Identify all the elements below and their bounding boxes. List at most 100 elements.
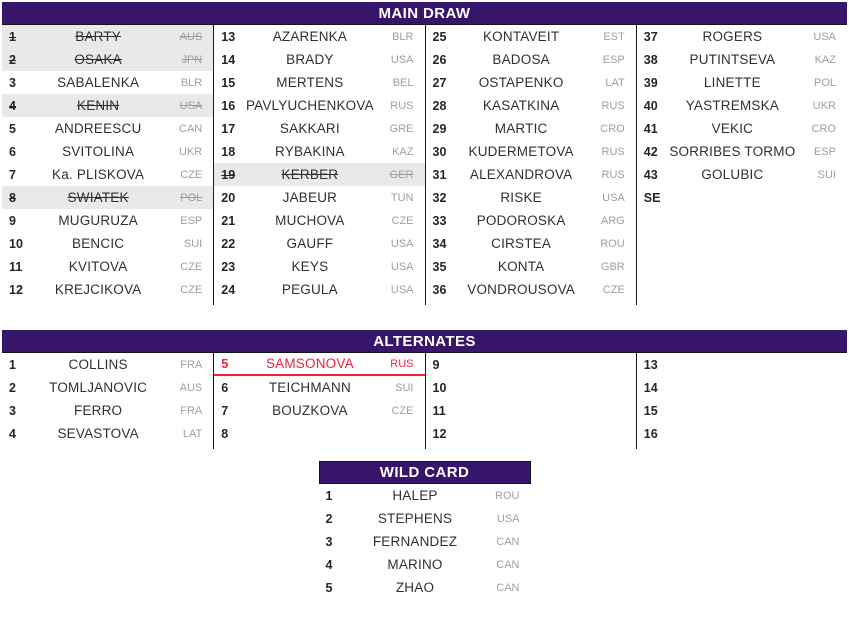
country-code: FRA	[180, 404, 203, 417]
entry-number: 24	[221, 282, 236, 297]
player-name: SWIATEK	[67, 190, 129, 205]
country-code: JPN	[181, 53, 203, 66]
country-code: AUS	[179, 30, 203, 43]
entry-row: 34 CIRSTEA ROU	[426, 232, 636, 255]
entry-number: 28	[432, 98, 447, 113]
entry-number: 12	[9, 282, 23, 297]
country-code: CZE	[180, 168, 203, 181]
alternates-column-1: 1 COLLINS FRA 2 TOMLJANOVIC AUS 3 FERRO FRA 4 SEVA…	[2, 353, 213, 449]
country-code: USA	[179, 99, 203, 112]
player-name: MUGURUZA	[58, 213, 138, 228]
player-name: JABEUR	[282, 190, 338, 205]
entry-row: 17 SAKKARI GRE	[214, 117, 424, 140]
entry-row: 30 KUDERMETOVA RUS	[426, 140, 636, 163]
entry-number: 22	[221, 236, 236, 251]
entry-row: 6 SVITOLINA UKR	[2, 140, 213, 163]
entry-number: 35	[432, 259, 447, 274]
player-name: KERBER	[281, 167, 339, 182]
entry-row: 21 MUCHOVA CZE	[214, 209, 424, 232]
player-name: SVITOLINA	[62, 144, 135, 159]
entry-number: 3	[325, 534, 333, 549]
player-name: MARTIC	[494, 121, 548, 136]
entry-number: 4	[9, 426, 16, 441]
player-name: SORRIBES TORMO	[669, 144, 796, 159]
entry-number: 38	[643, 52, 658, 67]
entry-number: 2	[325, 511, 333, 526]
country-code: KAZ	[814, 53, 836, 66]
player-name: PUTINTSEVA	[689, 52, 776, 67]
entry-number: 11	[9, 259, 23, 274]
player-name: KEYS	[291, 259, 329, 274]
country-code: CZE	[602, 283, 625, 296]
main-draw-columns: 1 BARTY AUS 2 OSAKA JPN 3 SABALENKA BLR 4 KENIN USA…	[2, 25, 847, 305]
wild-card-header: WILD CARD	[318, 461, 531, 484]
entry-number: 4	[325, 557, 333, 572]
entry-row: 33 PODOROSKA ARG	[426, 209, 636, 232]
entry-row: 2 OSAKA JPN	[2, 48, 214, 71]
entry-row: 28 KASATKINA RUS	[426, 94, 636, 117]
country-code: EST	[603, 30, 625, 43]
entry-number: 31	[432, 167, 447, 182]
entry-number: 13	[221, 29, 236, 44]
player-name: GOLUBIC	[701, 167, 764, 182]
entry-number: 25	[432, 29, 447, 44]
player-name: ZHAO	[395, 580, 435, 595]
country-code: USA	[496, 512, 520, 525]
entry-number: 10	[432, 380, 447, 395]
wild-card-column: 1 HALEP ROU 2 STEPHENS USA 3 FERNANDEZ CAN 4 MARIN…	[319, 484, 531, 603]
entry-row: 11	[426, 399, 636, 422]
entry-number: 11	[432, 403, 446, 418]
entry-number: 15	[221, 75, 236, 90]
country-code: LAT	[605, 76, 625, 89]
entry-row: 32 RISKE USA	[426, 186, 636, 209]
player-name: RISKE	[500, 190, 542, 205]
player-name: GAUFF	[286, 236, 334, 251]
country-code: GER	[389, 168, 414, 181]
alternates-title: ALTERNATES	[373, 332, 476, 350]
country-code: POL	[813, 76, 836, 89]
entry-number: 23	[221, 259, 236, 274]
entry-row: 7 BOUZKOVA CZE	[214, 399, 424, 422]
entry-row: 25 KONTAVEIT EST	[426, 25, 636, 48]
player-name: KVITOVA	[68, 259, 128, 274]
entry-number: 5	[221, 356, 229, 371]
entry-row: 9 MUGURUZA ESP	[2, 209, 213, 232]
entry-row: 35 KONTA GBR	[426, 255, 636, 278]
entry-number: 7	[221, 403, 229, 418]
player-name: COLLINS	[68, 357, 128, 372]
entry-number: 37	[643, 29, 658, 44]
country-code: TUN	[390, 191, 414, 204]
player-name: TEICHMANN	[268, 380, 351, 395]
player-name: PODOROSKA	[476, 213, 566, 228]
entry-row: 15 MERTENS BEL	[214, 71, 424, 94]
country-code: LAT	[182, 427, 203, 440]
alternates-column-3: 9 10 11 12	[424, 353, 636, 449]
entry-number: 8	[9, 190, 16, 205]
entry-row: 3 FERNANDEZ CAN	[319, 530, 531, 553]
country-code: ESP	[602, 53, 625, 66]
entry-number: 18	[221, 144, 236, 159]
entry-row: 5 ZHAO CAN	[319, 576, 531, 599]
player-name: KENIN	[76, 98, 120, 113]
entry-number: 20	[221, 190, 236, 205]
entry-row: 23 KEYS USA	[214, 255, 424, 278]
entry-number: 26	[432, 52, 447, 67]
entry-number: 8	[221, 426, 229, 441]
entry-row: 4 KENIN USA	[2, 94, 214, 117]
country-code: CAN	[496, 581, 520, 594]
country-code: CAN	[179, 122, 203, 135]
entry-row: 4 SEVASTOVA LAT	[2, 422, 213, 445]
entry-number: 41	[643, 121, 658, 136]
country-code: RUS	[390, 99, 414, 112]
player-name: KREJCIKOVA	[54, 282, 142, 297]
entry-row: 16	[637, 422, 847, 445]
entry-number: 1	[9, 29, 16, 44]
main-draw-section: MAIN DRAW 1 BARTY AUS 2 OSAKA JPN 3 SABALENKA BL…	[2, 2, 847, 305]
entry-number: 42	[643, 144, 658, 159]
entry-row: 8 SWIATEK POL	[2, 186, 214, 209]
player-name: RYBAKINA	[275, 144, 345, 159]
entry-number: 27	[432, 75, 447, 90]
player-name: ANDREESCU	[54, 121, 142, 136]
player-name: FERNANDEZ	[372, 534, 458, 549]
wild-card-title: WILD CARD	[379, 464, 470, 481]
